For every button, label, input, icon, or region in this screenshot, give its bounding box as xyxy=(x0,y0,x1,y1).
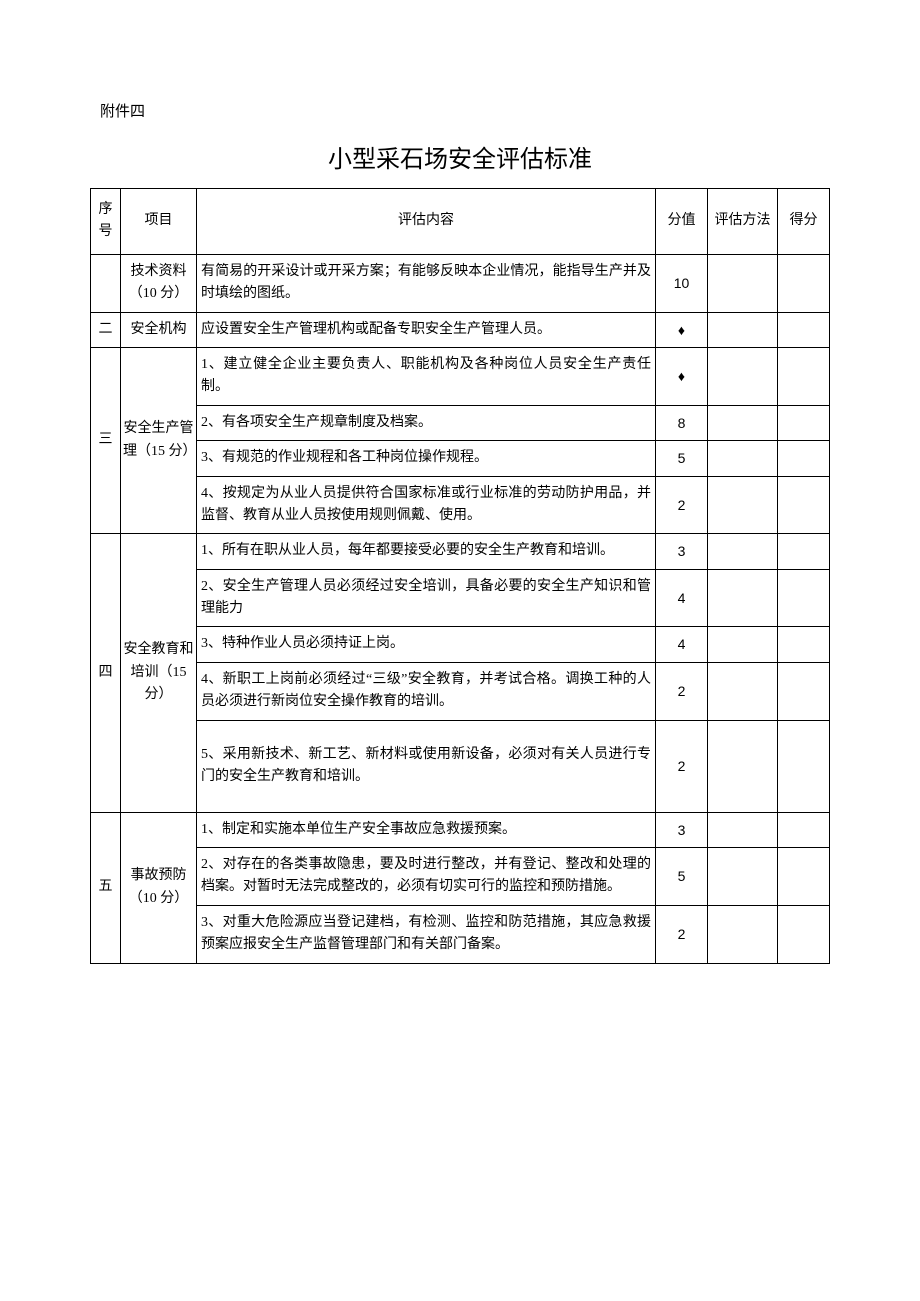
cell-score: ♦ xyxy=(656,312,708,347)
cell-score: 2 xyxy=(656,476,708,534)
header-seq: 序号 xyxy=(91,189,121,255)
cell-result xyxy=(778,905,830,963)
cell-result xyxy=(778,347,830,405)
cell-result xyxy=(778,662,830,720)
cell-score: 10 xyxy=(656,254,708,312)
cell-result xyxy=(778,627,830,662)
cell-score: 3 xyxy=(656,812,708,847)
table-row: 4、新职工上岗前必须经过“三级”安全教育，并考试合格。调换工种的人员必须进行新岗… xyxy=(91,662,830,720)
cell-result xyxy=(778,441,830,476)
cell-item: 技术资料（10 分） xyxy=(121,254,197,312)
cell-score: 3 xyxy=(656,534,708,569)
cell-item: 事故预防（10 分） xyxy=(121,812,197,963)
cell-score: 5 xyxy=(656,441,708,476)
cell-method xyxy=(708,720,778,812)
table-row: 三安全生产管理（15 分）1、建立健全企业主要负责人、职能机构及各种岗位人员安全… xyxy=(91,347,830,405)
cell-seq: 三 xyxy=(91,347,121,533)
table-row: 五事故预防（10 分）1、制定和实施本单位生产安全事故应急救援预案。3 xyxy=(91,812,830,847)
cell-item: 安全机构 xyxy=(121,312,197,347)
cell-score: 2 xyxy=(656,662,708,720)
cell-result xyxy=(778,476,830,534)
cell-result xyxy=(778,405,830,440)
header-content: 评估内容 xyxy=(197,189,656,255)
cell-method xyxy=(708,905,778,963)
cell-content: 4、按规定为从业人员提供符合国家标准或行业标准的劳动防护用品，并监督、教育从业人… xyxy=(197,476,656,534)
cell-seq xyxy=(91,254,121,312)
header-item: 项目 xyxy=(121,189,197,255)
header-score: 分值 xyxy=(656,189,708,255)
cell-content: 5、采用新技术、新工艺、新材料或使用新设备，必须对有关人员进行专门的安全生产教育… xyxy=(197,720,656,812)
cell-score: 4 xyxy=(656,627,708,662)
table-body: 技术资料（10 分）有简易的开采设计或开采方案；有能够反映本企业情况，能指导生产… xyxy=(91,254,830,963)
header-result: 得分 xyxy=(778,189,830,255)
cell-content: 3、特种作业人员必须持证上岗。 xyxy=(197,627,656,662)
cell-content: 3、对重大危险源应当登记建档，有检测、监控和防范措施，其应急救援预案应报安全生产… xyxy=(197,905,656,963)
cell-result xyxy=(778,534,830,569)
cell-method xyxy=(708,569,778,627)
cell-content: 3、有规范的作业规程和各工种岗位操作规程。 xyxy=(197,441,656,476)
cell-item: 安全教育和培训（15 分） xyxy=(121,534,197,812)
cell-method xyxy=(708,662,778,720)
cell-content: 4、新职工上岗前必须经过“三级”安全教育，并考试合格。调换工种的人员必须进行新岗… xyxy=(197,662,656,720)
cell-content: 应设置安全生产管理机构或配备专职安全生产管理人员。 xyxy=(197,312,656,347)
table-row: 3、对重大危险源应当登记建档，有检测、监控和防范措施，其应急救援预案应报安全生产… xyxy=(91,905,830,963)
cell-result xyxy=(778,569,830,627)
cell-score: 4 xyxy=(656,569,708,627)
table-row: 4、按规定为从业人员提供符合国家标准或行业标准的劳动防护用品，并监督、教育从业人… xyxy=(91,476,830,534)
header-method: 评估方法 xyxy=(708,189,778,255)
cell-score: 5 xyxy=(656,848,708,906)
cell-result xyxy=(778,312,830,347)
cell-method xyxy=(708,347,778,405)
cell-item: 安全生产管理（15 分） xyxy=(121,347,197,533)
cell-method xyxy=(708,254,778,312)
cell-result xyxy=(778,812,830,847)
cell-content: 1、制定和实施本单位生产安全事故应急救援预案。 xyxy=(197,812,656,847)
cell-result xyxy=(778,254,830,312)
cell-method xyxy=(708,476,778,534)
cell-result xyxy=(778,848,830,906)
cell-score: 2 xyxy=(656,905,708,963)
table-row: 5、采用新技术、新工艺、新材料或使用新设备，必须对有关人员进行专门的安全生产教育… xyxy=(91,720,830,812)
cell-method xyxy=(708,812,778,847)
cell-method xyxy=(708,627,778,662)
cell-seq: 五 xyxy=(91,812,121,963)
cell-content: 2、有各项安全生产规章制度及档案。 xyxy=(197,405,656,440)
table-row: 二安全机构应设置安全生产管理机构或配备专职安全生产管理人员。♦ xyxy=(91,312,830,347)
page-title: 小型采石场安全评估标准 xyxy=(90,139,830,174)
cell-score: 2 xyxy=(656,720,708,812)
evaluation-table: 序号 项目 评估内容 分值 评估方法 得分 技术资料（10 分）有简易的开采设计… xyxy=(90,188,830,964)
cell-method xyxy=(708,441,778,476)
cell-content: 2、对存在的各类事故隐患，要及时进行整改，并有登记、整改和处理的档案。对暂时无法… xyxy=(197,848,656,906)
table-row: 3、有规范的作业规程和各工种岗位操作规程。5 xyxy=(91,441,830,476)
cell-seq: 二 xyxy=(91,312,121,347)
table-row: 3、特种作业人员必须持证上岗。4 xyxy=(91,627,830,662)
cell-method xyxy=(708,312,778,347)
cell-score: 8 xyxy=(656,405,708,440)
cell-result xyxy=(778,720,830,812)
table-row: 技术资料（10 分）有简易的开采设计或开采方案；有能够反映本企业情况，能指导生产… xyxy=(91,254,830,312)
cell-content: 2、安全生产管理人员必须经过安全培训，具备必要的安全生产知识和管理能力 xyxy=(197,569,656,627)
table-row: 2、安全生产管理人员必须经过安全培训，具备必要的安全生产知识和管理能力4 xyxy=(91,569,830,627)
cell-method xyxy=(708,534,778,569)
cell-content: 1、建立健全企业主要负责人、职能机构及各种岗位人员安全生产责任制。 xyxy=(197,347,656,405)
table-row: 四安全教育和培训（15 分）1、所有在职从业人员，每年都要接受必要的安全生产教育… xyxy=(91,534,830,569)
table-header-row: 序号 项目 评估内容 分值 评估方法 得分 xyxy=(91,189,830,255)
table-row: 2、有各项安全生产规章制度及档案。8 xyxy=(91,405,830,440)
cell-method xyxy=(708,848,778,906)
cell-content: 1、所有在职从业人员，每年都要接受必要的安全生产教育和培训。 xyxy=(197,534,656,569)
cell-score: ♦ xyxy=(656,347,708,405)
cell-seq: 四 xyxy=(91,534,121,812)
cell-content: 有简易的开采设计或开采方案；有能够反映本企业情况，能指导生产并及时填绘的图纸。 xyxy=(197,254,656,312)
table-row: 2、对存在的各类事故隐患，要及时进行整改，并有登记、整改和处理的档案。对暂时无法… xyxy=(91,848,830,906)
attachment-label: 附件四 xyxy=(100,100,830,121)
cell-method xyxy=(708,405,778,440)
